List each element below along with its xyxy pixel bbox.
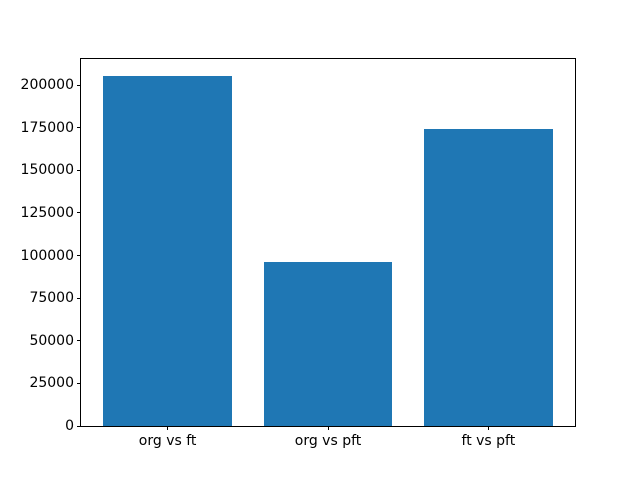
bar-org-vs-pft [263,262,393,426]
y-tick-mark [77,255,81,256]
y-tick-mark [77,127,81,129]
y-tick-mark [77,382,81,384]
y-tick-label: 50000 [29,332,74,349]
plot-area: 0 25000 50000 75000 100000 125000 150000 175000… [21,58,576,448]
y-tick-label: 150000 [20,162,74,179]
x-tick-mark [167,426,169,430]
y-tick-mark [77,297,81,299]
x-tick-mark [327,426,329,430]
bar-org-vs-ft [103,76,232,426]
y-tick-label: 25000 [29,375,74,392]
x-tick-label: org vs ft [138,433,197,449]
y-tick-label: 100000 [20,247,74,264]
y-tick-mark [77,169,81,171]
y-tick-label: 0 [65,418,74,434]
x-tick-label: org vs pft [294,433,362,449]
y-tick-mark [77,84,81,86]
y-tick-label: 175000 [20,119,74,136]
y-tick-mark [77,425,81,427]
y-tick-mark [77,212,81,214]
x-tick-mark [487,426,489,430]
y-tick-label: 200000 [20,77,74,93]
y-tick-label: 125000 [20,204,74,221]
x-tick-label: ft vs pft [461,433,516,449]
bar-ft-vs-pft [424,129,553,426]
y-tick-mark [77,340,81,342]
y-tick-label: 75000 [29,290,74,307]
